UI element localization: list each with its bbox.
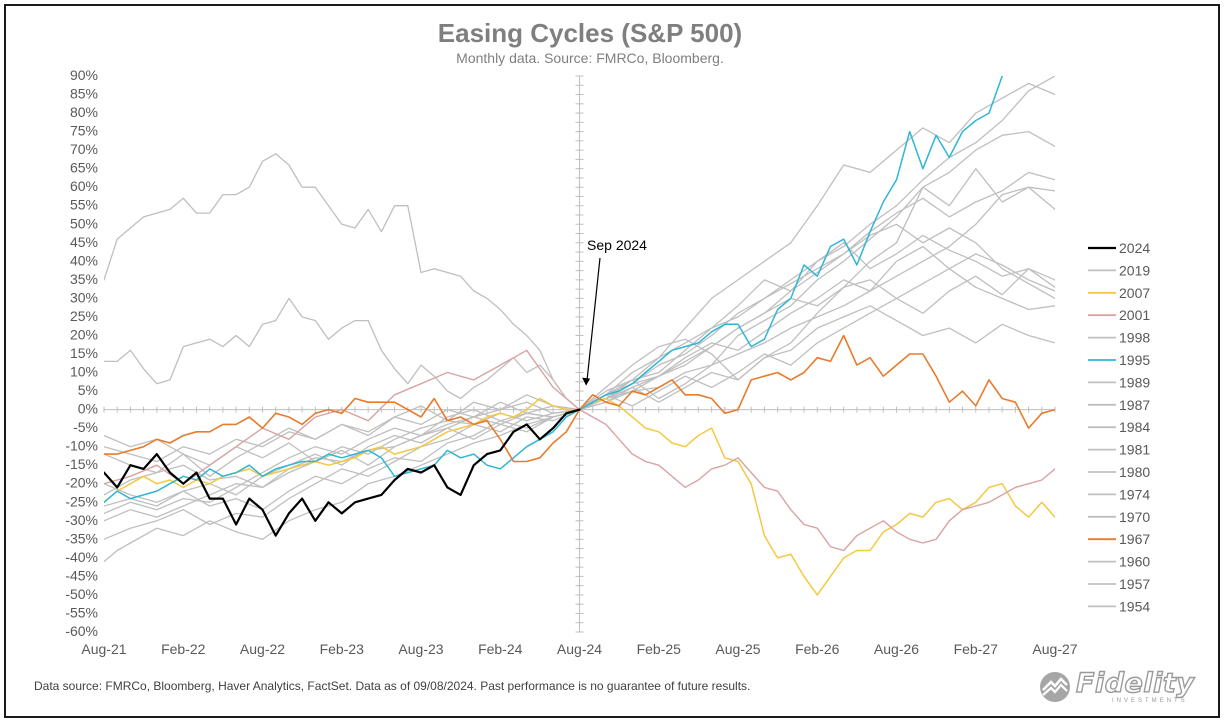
fidelity-globe-icon — [1040, 672, 1070, 702]
y-tick-label: -25% — [65, 493, 98, 509]
series-line-1987 — [104, 153, 1055, 411]
y-tick-label: 45% — [70, 234, 98, 250]
footer-disclaimer: Data source: FMRCo, Bloomberg, Haver Ana… — [34, 679, 751, 693]
y-tick-label: 10% — [70, 364, 98, 380]
y-tick-label: -5% — [73, 419, 98, 435]
y-tick-label: 75% — [70, 123, 98, 139]
y-tick-label: 65% — [70, 160, 98, 176]
x-tick-label: Aug-24 — [557, 641, 602, 657]
y-tick-label: 85% — [70, 86, 98, 102]
y-tick-label: 35% — [70, 271, 98, 287]
logo-subtitle: INVESTMENTS — [1112, 698, 1188, 704]
legend-label-1981: 1981 — [1119, 442, 1150, 458]
logo-wordmark: Fidelity — [1075, 667, 1195, 699]
y-tick-label: 15% — [70, 345, 98, 361]
x-tick-label: Feb-26 — [795, 641, 840, 657]
y-tick-label: -60% — [65, 623, 98, 639]
x-tick-label: Feb-25 — [637, 641, 682, 657]
legend-label-1957: 1957 — [1119, 576, 1150, 592]
y-tick-label: 50% — [70, 215, 98, 231]
x-tick-label: Aug-26 — [874, 641, 919, 657]
x-tick-label: Feb-27 — [954, 641, 999, 657]
annotation-arrow-line — [586, 257, 601, 380]
y-tick-label: -20% — [65, 475, 98, 491]
y-tick-label: 0% — [78, 401, 98, 417]
legend-label-1960: 1960 — [1119, 554, 1150, 570]
legend-label-1989: 1989 — [1119, 374, 1150, 390]
y-tick-label: 5% — [78, 382, 98, 398]
legend-label-2007: 2007 — [1119, 285, 1150, 301]
y-tick-label: 30% — [70, 289, 98, 305]
x-tick-label: Aug-23 — [398, 641, 443, 657]
x-tick-label: Feb-22 — [161, 641, 206, 657]
y-tick-label: 60% — [70, 178, 98, 194]
legend-label-1987: 1987 — [1119, 397, 1150, 413]
y-tick-label: 70% — [70, 141, 98, 157]
legend-label-2024: 2024 — [1119, 240, 1150, 256]
fidelity-logo: Fidelity INVESTMENTS — [1038, 667, 1208, 708]
x-tick-label: Aug-25 — [715, 641, 760, 657]
legend-label-1980: 1980 — [1119, 464, 1150, 480]
x-tick-label: Aug-27 — [1032, 641, 1077, 657]
chart-title: Easing Cycles (S&P 500) — [437, 18, 743, 48]
y-tick-label: -45% — [65, 567, 98, 583]
legend-label-2019: 2019 — [1119, 262, 1150, 278]
annotation-arrow-head — [582, 377, 591, 386]
y-tick-label: 55% — [70, 197, 98, 213]
y-tick-label: 20% — [70, 326, 98, 342]
legend-label-1970: 1970 — [1119, 509, 1150, 525]
series-line-1954 — [104, 82, 1055, 411]
legend-label-1995: 1995 — [1119, 352, 1150, 368]
y-tick-label: -40% — [65, 549, 98, 565]
x-tick-label: Feb-23 — [320, 641, 365, 657]
y-tick-label: 25% — [70, 308, 98, 324]
series-line-2024 — [104, 408, 581, 537]
legend-label-1954: 1954 — [1119, 598, 1150, 614]
y-tick-label: 90% — [70, 67, 98, 83]
x-tick-label: Aug-21 — [81, 641, 126, 657]
y-tick-label: -10% — [65, 438, 98, 454]
legend-label-1974: 1974 — [1119, 486, 1150, 502]
series-line-1995 — [104, 76, 1003, 504]
y-tick-label: -35% — [65, 530, 98, 546]
y-tick-label: -55% — [65, 604, 98, 620]
legend-label-1998: 1998 — [1119, 330, 1150, 346]
legend-label-2001: 2001 — [1119, 307, 1150, 323]
legend-label-1967: 1967 — [1119, 531, 1150, 547]
series-line-2001 — [104, 349, 1055, 552]
y-tick-label: -15% — [65, 456, 98, 472]
y-tick-label: -30% — [65, 512, 98, 528]
annotation-label: Sep 2024 — [587, 237, 647, 253]
y-tick-label: 40% — [70, 252, 98, 268]
chart-subtitle: Monthly data. Source: FMRCo, Bloomberg. — [456, 50, 724, 66]
x-tick-label: Aug-22 — [240, 641, 285, 657]
y-tick-label: -50% — [65, 586, 98, 602]
chart-frame — [4, 4, 1220, 718]
x-tick-label: Feb-24 — [478, 641, 523, 657]
legend-label-1984: 1984 — [1119, 419, 1150, 435]
y-tick-label: 80% — [70, 104, 98, 120]
